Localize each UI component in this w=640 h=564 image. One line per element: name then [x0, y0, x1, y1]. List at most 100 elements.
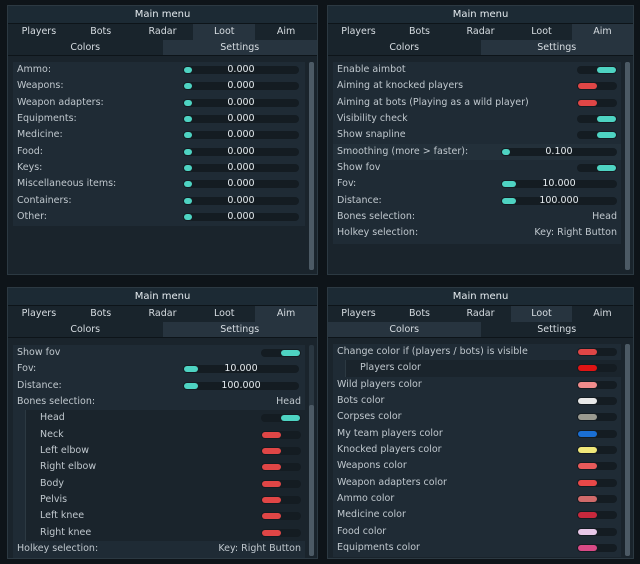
tab-radar[interactable]: Radar [466, 26, 495, 37]
subtab-colors[interactable]: Colors [70, 324, 101, 335]
scrollbar-thumb[interactable] [625, 344, 630, 556]
slider-knob[interactable] [184, 116, 192, 123]
color-picker-swatch[interactable] [577, 446, 617, 455]
fov-slider[interactable]: 10.000 [183, 363, 299, 374]
subtab-colors[interactable]: Colors [389, 42, 420, 53]
bone-head-toggle[interactable] [261, 414, 301, 423]
tab-radar[interactable]: Radar [466, 308, 495, 319]
color-picker-swatch[interactable] [577, 397, 617, 406]
show-fov-toggle[interactable] [261, 349, 301, 357]
hotkey-selection-row[interactable]: Holkey selection: Key: Right Button [333, 225, 621, 241]
color-picker-swatch[interactable] [577, 495, 617, 504]
slider-knob[interactable] [184, 148, 192, 155]
scrollbar-thumb[interactable] [625, 62, 630, 270]
tab-players[interactable]: Players [341, 26, 376, 37]
bone-neck-toggle[interactable] [261, 430, 301, 439]
bone-pelvis-toggle[interactable] [261, 496, 301, 505]
color-picker-swatch[interactable] [577, 380, 617, 389]
slider-knob[interactable] [184, 382, 198, 389]
slider-knob[interactable] [184, 132, 192, 139]
aim-knocked-toggle[interactable] [577, 82, 617, 91]
tab-radar[interactable]: Radar [148, 26, 177, 37]
bones-selection-row[interactable]: Bones selection: Head [13, 394, 305, 410]
hotkey-selection-value[interactable]: Key: Right Button [218, 543, 301, 555]
subtab-colors[interactable]: Colors [328, 322, 481, 337]
scrollbar[interactable] [309, 345, 314, 556]
color-picker-swatch[interactable] [577, 478, 617, 487]
subtab-settings[interactable]: Settings [162, 40, 317, 55]
distance-slider[interactable]: 100.000 [501, 195, 617, 206]
medicine-slider[interactable]: 0.000 [183, 129, 299, 140]
food-slider[interactable]: 0.000 [183, 146, 299, 157]
scrollbar[interactable] [625, 62, 630, 270]
keys-slider[interactable]: 0.000 [183, 162, 299, 173]
tab-aim[interactable]: Aim [572, 24, 633, 40]
slider-knob[interactable] [184, 165, 192, 172]
tab-bots[interactable]: Bots [90, 308, 112, 319]
slider-knob[interactable] [502, 181, 516, 188]
containers-slider[interactable]: 0.000 [183, 195, 299, 206]
slider-knob[interactable] [184, 366, 198, 373]
scrollbar[interactable] [309, 62, 314, 270]
show-snapline-toggle[interactable] [577, 131, 617, 140]
tab-players[interactable]: Players [341, 308, 376, 319]
ammo-slider[interactable]: 0.000 [183, 64, 299, 75]
slider-knob[interactable] [184, 214, 192, 221]
tab-bots[interactable]: Bots [90, 26, 112, 37]
tab-loot[interactable]: Loot [511, 306, 572, 322]
slider-knob[interactable] [184, 181, 192, 188]
bones-selection-row[interactable]: Bones selection: Head [333, 209, 621, 225]
bone-left-knee-toggle[interactable] [261, 512, 301, 521]
other-slider[interactable]: 0.000 [183, 211, 299, 222]
subtab-colors[interactable]: Colors [70, 42, 101, 53]
bone-right-elbow-toggle[interactable] [261, 463, 301, 472]
smoothing-slider[interactable]: 0.100 [501, 146, 617, 157]
tab-players[interactable]: Players [21, 26, 57, 37]
visibility-check-toggle[interactable] [577, 115, 617, 124]
slider-knob[interactable] [184, 99, 192, 106]
tab-radar[interactable]: Radar [148, 308, 177, 319]
slider-knob[interactable] [502, 197, 516, 204]
scrollbar-thumb[interactable] [309, 62, 314, 270]
bone-body-toggle[interactable] [261, 479, 301, 488]
bones-selection-value[interactable]: Head [276, 396, 301, 408]
tab-bots[interactable]: Bots [408, 308, 430, 319]
color-picker-swatch[interactable] [577, 462, 617, 471]
subtab-settings[interactable]: Settings [162, 322, 317, 337]
tab-players[interactable]: Players [21, 308, 57, 319]
enable-aimbot-toggle[interactable] [577, 66, 617, 74]
aim-bots-toggle[interactable] [577, 98, 617, 107]
tab-aim[interactable]: Aim [593, 308, 612, 319]
color-picker-swatch[interactable] [577, 413, 617, 422]
tab-loot[interactable]: Loot [193, 24, 256, 40]
color-picker-swatch[interactable] [577, 527, 617, 536]
misc-slider[interactable]: 0.000 [183, 178, 299, 189]
equipments-slider[interactable]: 0.000 [183, 113, 299, 124]
color-picker-swatch[interactable] [577, 429, 617, 438]
bone-right-knee-toggle[interactable] [261, 528, 301, 537]
subtab-settings[interactable]: Settings [537, 324, 577, 335]
fov-slider[interactable]: 10.000 [501, 178, 617, 189]
tab-aim[interactable]: Aim [255, 306, 317, 322]
slider-knob[interactable] [184, 83, 192, 90]
bone-left-elbow-toggle[interactable] [261, 447, 301, 456]
slider-knob[interactable] [184, 67, 192, 73]
hotkey-selection-row[interactable]: Holkey selection: Key: Right Button [13, 541, 305, 557]
show-fov-toggle[interactable] [577, 164, 617, 173]
bones-selection-value[interactable]: Head [592, 211, 617, 223]
distance-slider[interactable]: 100.000 [183, 380, 299, 391]
slider-knob[interactable] [184, 197, 192, 204]
color-picker-swatch[interactable] [577, 544, 617, 553]
color-picker-swatch[interactable] [577, 511, 617, 520]
scrollbar[interactable] [625, 344, 630, 556]
hotkey-selection-value[interactable]: Key: Right Button [534, 227, 617, 239]
weapons-slider[interactable]: 0.000 [183, 80, 299, 91]
weapon-adapters-slider[interactable]: 0.000 [183, 97, 299, 108]
color-picker-swatch[interactable] [577, 348, 617, 356]
tab-bots[interactable]: Bots [408, 26, 430, 37]
tab-aim[interactable]: Aim [276, 26, 296, 37]
slider-knob[interactable] [502, 148, 510, 155]
tab-loot[interactable]: Loot [531, 26, 552, 37]
tab-loot[interactable]: Loot [214, 308, 235, 319]
scrollbar-thumb[interactable] [309, 405, 314, 556]
